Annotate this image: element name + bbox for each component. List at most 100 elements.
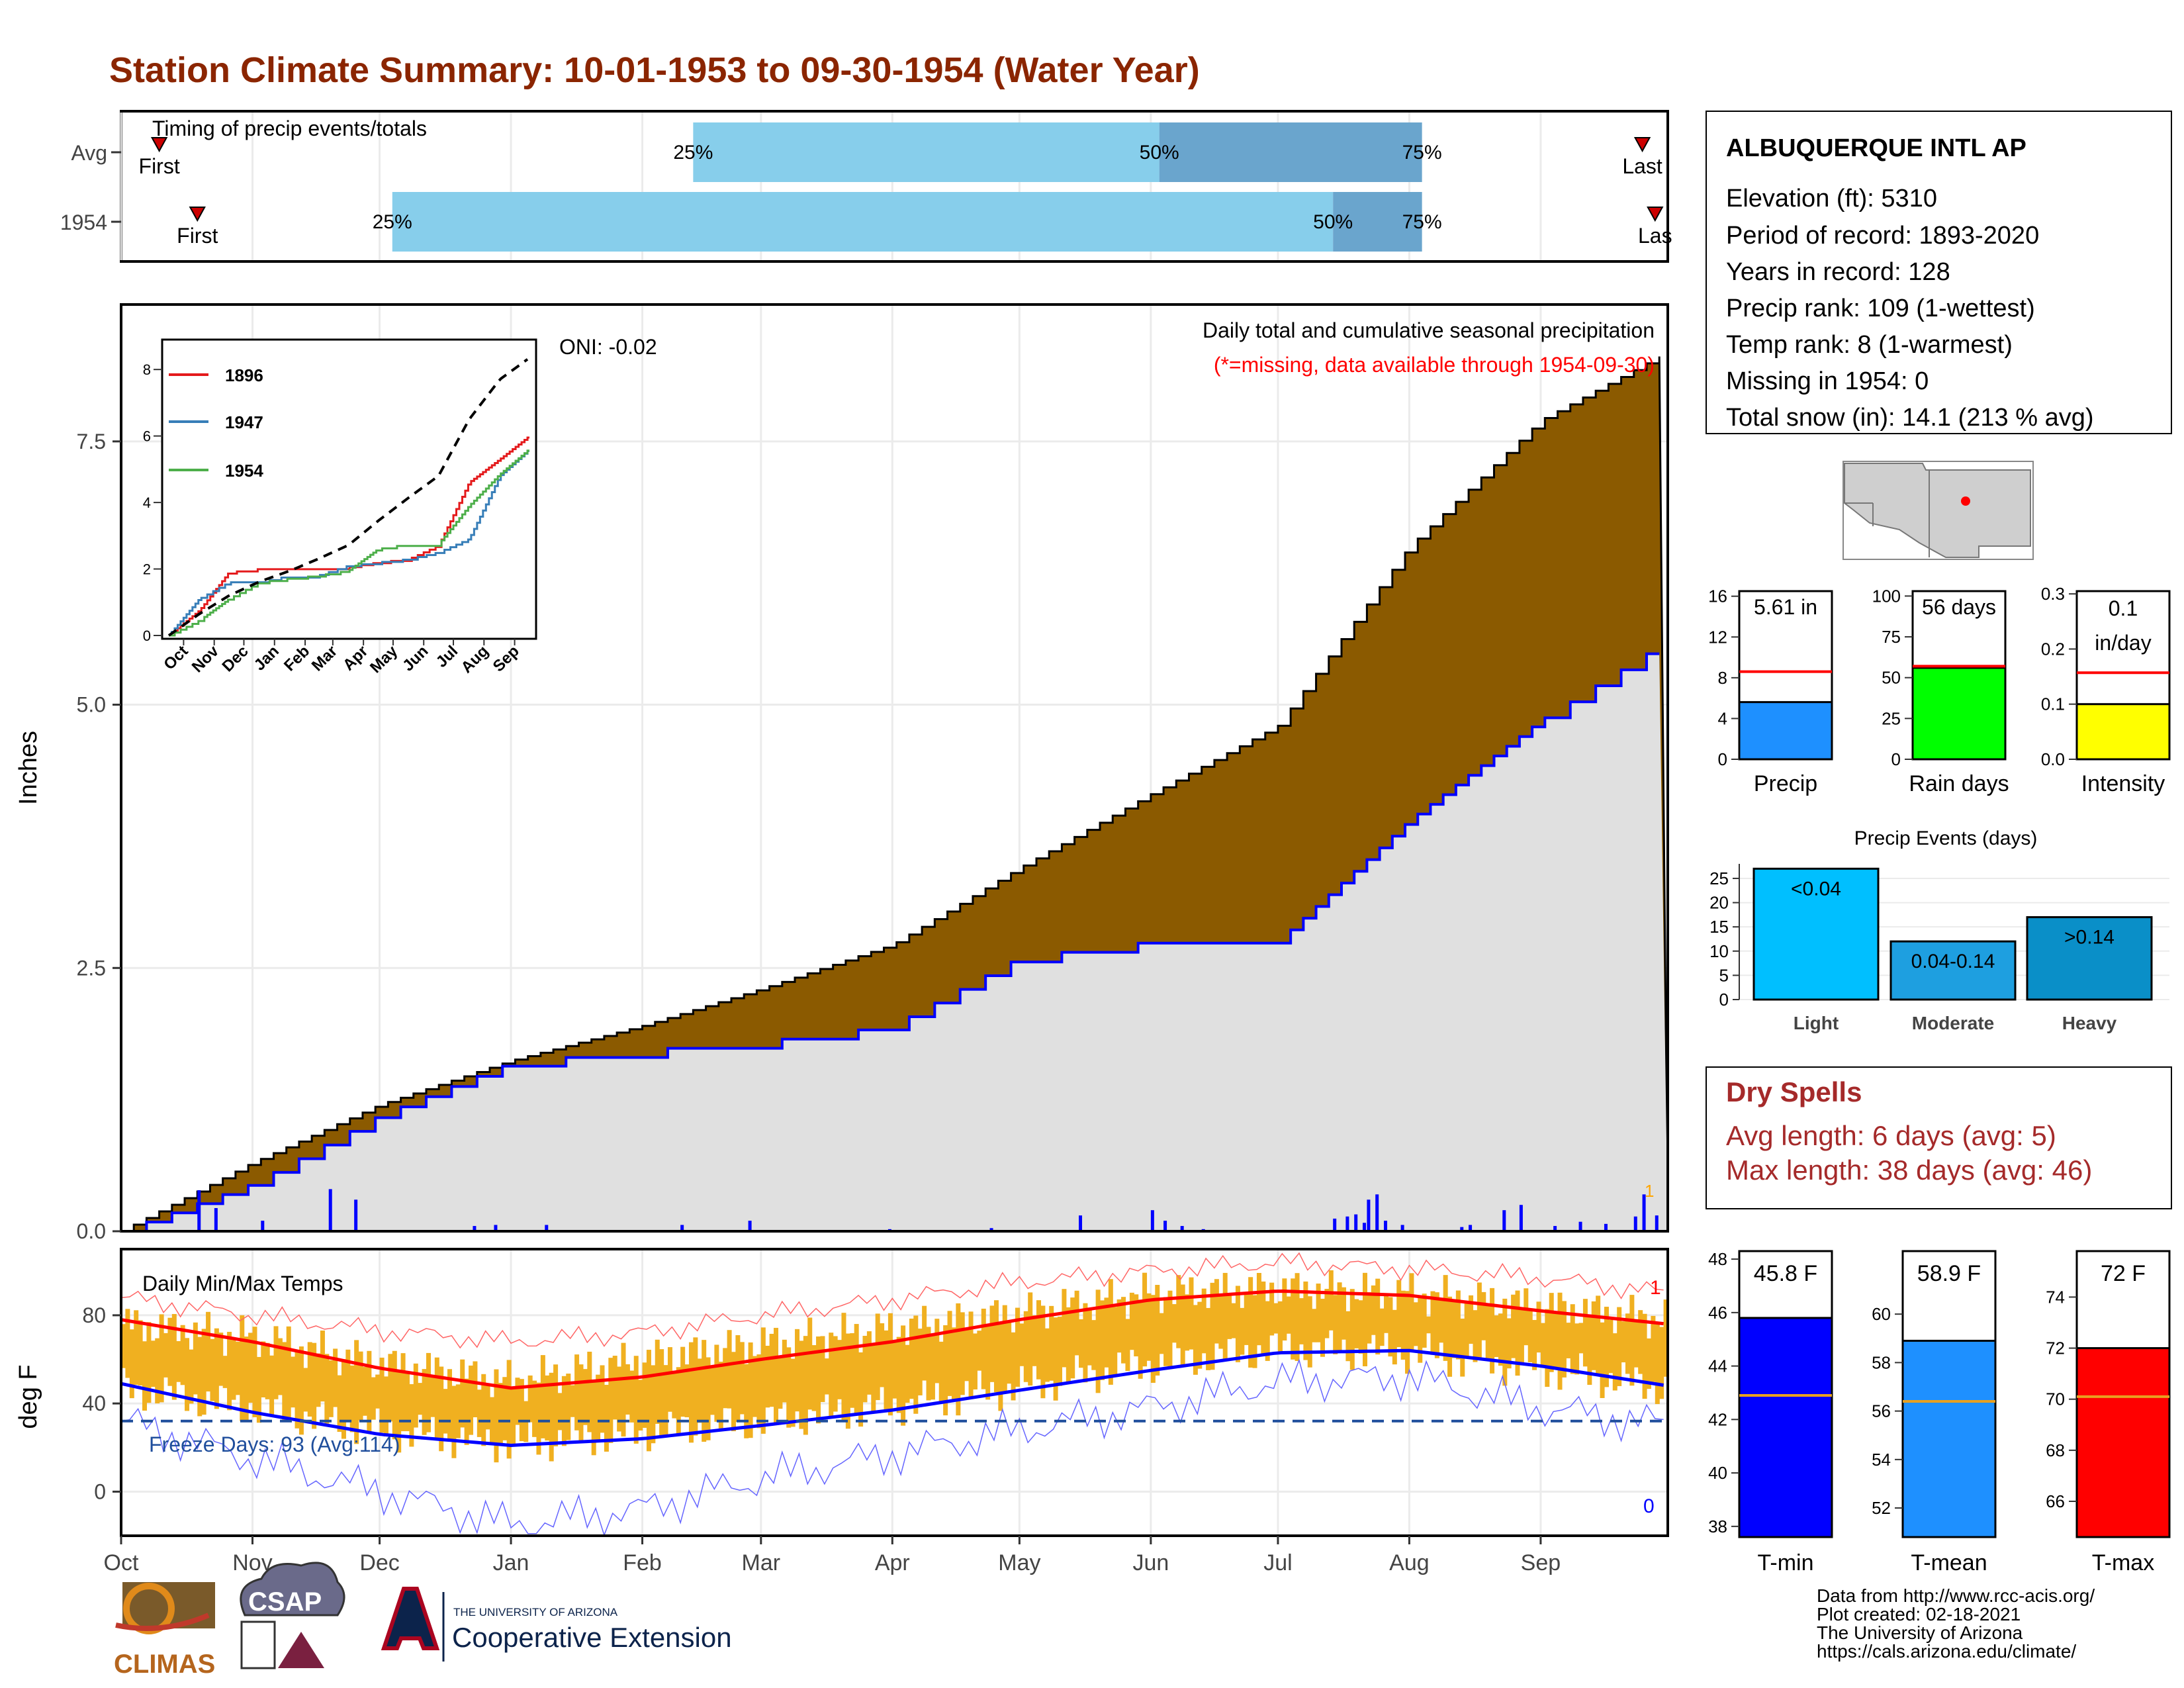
daily-temp-bar xyxy=(676,1367,681,1434)
daily-temp-bar xyxy=(1651,1315,1656,1382)
daily-temp-bar xyxy=(1443,1275,1448,1361)
daily-temp-bar xyxy=(345,1349,351,1421)
daily-temp-bar xyxy=(934,1319,940,1383)
daily-temp-bar xyxy=(298,1346,304,1435)
daily-temp-bar xyxy=(866,1331,872,1395)
daily-precip-bar xyxy=(680,1225,684,1231)
daily-temp-bar xyxy=(1218,1294,1224,1349)
daily-temp-bar xyxy=(1422,1293,1427,1348)
daily-temp-bar xyxy=(1113,1307,1118,1378)
month-tick-label: Jul xyxy=(1263,1550,1292,1575)
daily-temp-bar xyxy=(1312,1309,1317,1342)
daily-temp-bar xyxy=(540,1355,545,1438)
daily-temp-bar xyxy=(1176,1275,1181,1348)
daily-temp-bar xyxy=(642,1362,647,1428)
temp-ytick-label: 40 xyxy=(82,1391,106,1415)
daily-temp-bar xyxy=(252,1327,257,1417)
daily-temp-bar xyxy=(956,1303,961,1416)
daily-temp-bar xyxy=(404,1373,410,1432)
temp-label: Daily Min/Max Temps xyxy=(142,1272,343,1295)
daily-temp-bar xyxy=(379,1357,385,1433)
temp-bar-tick-label: 38 xyxy=(1708,1517,1727,1536)
daily-temp-bar xyxy=(134,1310,139,1385)
daily-temp-bar xyxy=(1367,1292,1372,1344)
mini-bar-value: 5.61 in xyxy=(1754,595,1817,619)
daily-temp-bar xyxy=(760,1327,766,1434)
daily-temp-bar xyxy=(702,1340,707,1442)
daily-temp-bar xyxy=(1354,1299,1359,1348)
temp-bar-tick-label: 56 xyxy=(1872,1401,1891,1421)
daily-temp-bar xyxy=(358,1351,363,1421)
daily-temp-bar xyxy=(1540,1323,1545,1366)
daily-temp-bar xyxy=(1079,1319,1084,1368)
precip-ytick-label: 5.0 xyxy=(77,693,106,717)
temp-ylabel: deg F xyxy=(15,1364,42,1429)
daily-temp-bar xyxy=(1150,1295,1156,1383)
footer-logos: CLIMAS CSAP THE UNIVERSITY OF ARIZONA Co… xyxy=(114,1562,732,1679)
temp-bar-label: T-max xyxy=(2092,1550,2154,1575)
daily-temp-bar xyxy=(1473,1310,1478,1362)
daily-temp-bar xyxy=(1524,1288,1529,1346)
mini-bar-tick-label: 75 xyxy=(1882,627,1901,647)
station-name: ALBUQUERQUE INTL AP xyxy=(1726,134,2026,162)
daily-temp-bar xyxy=(1083,1303,1088,1383)
daily-temp-bar xyxy=(477,1389,482,1437)
daily-precip-bar xyxy=(1079,1215,1083,1231)
daily-temp-bar xyxy=(587,1351,592,1432)
mini-bar-tick-label: 12 xyxy=(1708,627,1727,647)
daily-temp-bar xyxy=(553,1364,559,1446)
daily-temp-bar xyxy=(782,1339,787,1403)
daily-temp-bar xyxy=(1494,1315,1499,1358)
daily-temp-bar xyxy=(731,1352,736,1432)
daily-temp-bar xyxy=(968,1311,974,1398)
daily-temp-bar xyxy=(176,1341,181,1382)
legend-label-1954: 1954 xyxy=(225,461,263,481)
daily-temp-bar xyxy=(532,1380,537,1437)
daily-temp-bar xyxy=(913,1315,919,1414)
month-tick-label: Mar xyxy=(742,1550,781,1575)
daily-temp-bar xyxy=(451,1385,457,1458)
daily-precip-bar xyxy=(494,1225,498,1231)
events-tick-label: 25 xyxy=(1709,868,1729,888)
daily-temp-bar xyxy=(1028,1292,1033,1386)
mini-bar-tick-label: 0.2 xyxy=(2041,639,2065,659)
daily-temp-bar xyxy=(1155,1285,1160,1376)
daily-temp-bar xyxy=(142,1341,148,1411)
precip-ytick-label: 0.0 xyxy=(77,1219,106,1243)
daily-temp-bar xyxy=(1256,1272,1261,1346)
timing-row-year-label: 1954 xyxy=(60,211,107,234)
daily-temp-bar xyxy=(1604,1307,1609,1387)
credit-line: Data from http://www.rcc-acis.org/ xyxy=(1817,1585,2095,1606)
station-info-box: ALBUQUERQUE INTL AP Elevation (ft): 5310… xyxy=(1706,111,2172,434)
daily-temp-bar xyxy=(663,1365,668,1438)
daily-temp-bar xyxy=(269,1355,275,1416)
inset-ytick-label: 4 xyxy=(143,494,151,511)
station-location-marker xyxy=(1961,496,1970,506)
daily-temp-bar xyxy=(612,1356,617,1420)
daily-temp-bar xyxy=(858,1352,864,1427)
daily-temp-bar xyxy=(1291,1278,1296,1360)
daily-temp-bar xyxy=(138,1320,143,1385)
daily-temp-bar xyxy=(273,1326,279,1399)
events-tick-label: 0 xyxy=(1719,990,1729,1009)
daily-temp-bar xyxy=(625,1364,630,1415)
mini-bar-Rain days xyxy=(1911,667,2007,761)
daily-precip-bar xyxy=(1642,1194,1646,1231)
daily-temp-bar xyxy=(1104,1297,1109,1368)
daily-temp-bar xyxy=(765,1346,770,1408)
daily-temp-bar xyxy=(396,1371,402,1453)
daily-temp-bar xyxy=(392,1350,397,1440)
month-tick-label: Oct xyxy=(104,1550,139,1575)
daily-temp-bar xyxy=(171,1314,177,1400)
daily-temp-bar xyxy=(693,1337,698,1436)
daily-temp-bar xyxy=(1316,1284,1321,1342)
daily-temp-bar xyxy=(1074,1290,1079,1356)
daily-temp-bar xyxy=(1469,1295,1474,1344)
daily-temp-bar xyxy=(1206,1307,1211,1370)
daily-temp-bar xyxy=(430,1374,435,1417)
daily-precip-bar xyxy=(1502,1210,1506,1231)
daily-temp-bar xyxy=(1007,1321,1012,1384)
daily-temp-bar xyxy=(977,1331,982,1371)
daily-temp-bar xyxy=(214,1328,219,1409)
daily-temp-bar xyxy=(1328,1270,1334,1331)
